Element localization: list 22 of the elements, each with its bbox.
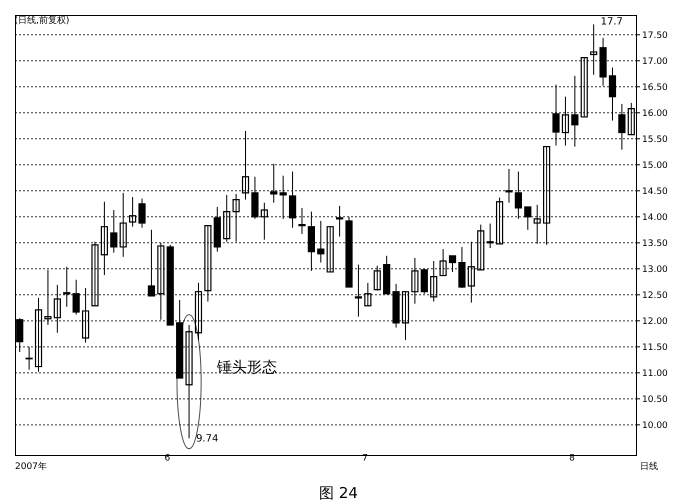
y-tick-label: 10.50 — [642, 394, 668, 405]
y-tick-label: 17.50 — [642, 30, 668, 41]
y-tick-label: 13.00 — [642, 264, 668, 275]
annotation: 9.74 — [196, 433, 218, 444]
text: 日线 — [640, 461, 658, 472]
y-tick-label: 11.00 — [642, 368, 668, 379]
y-tick-label: 14.50 — [642, 186, 668, 197]
caption: 图 24 — [319, 484, 358, 502]
annotation: 锤头形态 — [216, 358, 277, 376]
y-tick-label: 14.00 — [642, 212, 668, 223]
y-tick-label: 12.50 — [642, 290, 668, 301]
y-tick-label: 10.00 — [642, 420, 668, 431]
annotation: 17.7 — [600, 16, 623, 28]
y-tick-label: 11.50 — [642, 342, 668, 353]
y-tick-label: 15.50 — [642, 134, 668, 145]
y-tick-label: 15.00 — [642, 160, 668, 171]
y-tick-label: 13.50 — [642, 238, 668, 249]
y-tick-label: 12.00 — [642, 316, 668, 327]
y-tick-label: 16.00 — [642, 108, 668, 119]
y-tick-label: 16.50 — [642, 82, 668, 93]
y-tick-label: 17.00 — [642, 56, 668, 67]
text: 2007年 — [15, 461, 47, 472]
